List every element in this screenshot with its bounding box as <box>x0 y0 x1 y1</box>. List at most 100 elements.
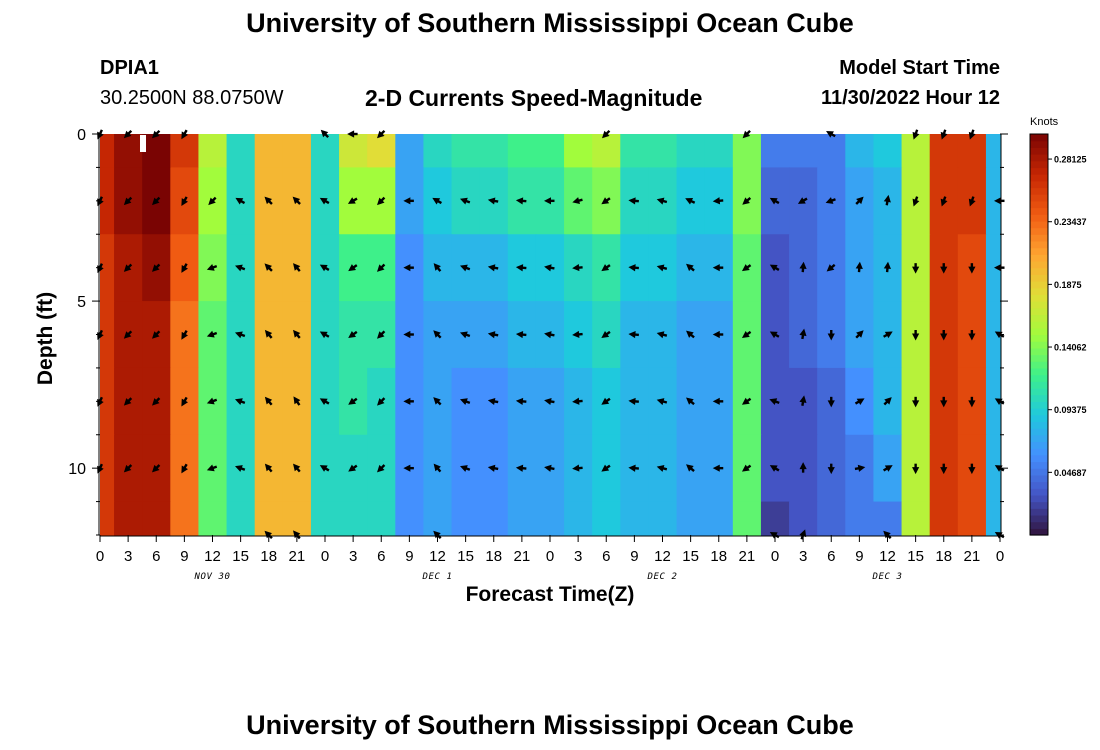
colorbar-segment <box>1030 501 1048 509</box>
current-arrow <box>319 264 330 272</box>
current-arrow-head <box>656 331 665 339</box>
current-arrow <box>319 197 330 205</box>
current-arrow <box>403 197 414 205</box>
current-arrow <box>544 331 555 339</box>
x-tick-label: 3 <box>574 548 582 565</box>
current-arrow-head <box>433 263 441 271</box>
colorbar-segment <box>1030 174 1048 182</box>
page-title: University of Southern Mississippi Ocean… <box>246 8 854 38</box>
heatmap-cell <box>100 234 115 302</box>
current-arrow <box>572 464 583 472</box>
current-arrow-head <box>769 197 778 205</box>
current-arrow <box>459 264 471 272</box>
current-arrow <box>825 197 836 204</box>
current-arrow-head <box>403 197 411 205</box>
current-arrow <box>827 330 835 341</box>
current-arrow-head <box>459 264 468 272</box>
current-arrow <box>433 397 442 406</box>
current-arrow-head <box>855 261 863 269</box>
current-arrow <box>319 331 330 339</box>
current-arrow <box>712 197 724 205</box>
current-arrow-head <box>742 130 751 139</box>
current-arrow-head <box>628 397 636 406</box>
colorbar-segment <box>1030 187 1048 195</box>
heatmap-cell <box>226 134 256 169</box>
chart-heading: 2-D Currents Speed-Magnitude <box>365 85 703 111</box>
current-arrow <box>181 129 188 140</box>
current-arrow-head <box>712 397 720 405</box>
current-arrow-head <box>601 330 610 338</box>
current-arrow <box>712 464 724 472</box>
current-arrow <box>826 263 836 272</box>
heatmap-cell <box>648 134 678 169</box>
current-arrow-head <box>264 329 273 338</box>
current-arrow <box>686 464 695 472</box>
colorbar-tick-label: 0.09375 <box>1054 405 1087 415</box>
current-arrow-head <box>994 197 1001 205</box>
current-arrow-head <box>347 130 355 138</box>
current-arrow-head <box>827 400 835 408</box>
current-arrow <box>487 397 499 406</box>
current-arrow-head <box>152 130 160 139</box>
current-arrow-head <box>912 467 920 475</box>
current-arrow-head <box>572 464 580 472</box>
current-arrow-head <box>799 462 807 470</box>
current-arrow-head <box>601 197 610 205</box>
current-arrow-head <box>968 198 976 207</box>
current-arrow-head <box>544 464 552 472</box>
current-arrow-head <box>544 264 552 272</box>
current-arrow-head <box>234 465 243 472</box>
current-arrow <box>459 465 471 472</box>
current-arrow <box>544 397 555 406</box>
current-arrow <box>827 396 835 408</box>
heatmap-cell <box>254 134 284 169</box>
current-arrow <box>348 397 358 405</box>
current-arrow <box>152 397 161 406</box>
heatmap-cell <box>732 501 762 536</box>
current-arrow <box>403 330 414 339</box>
colorbar-segment <box>1030 267 1048 275</box>
current-arrow <box>264 263 273 272</box>
current-arrow <box>152 263 161 272</box>
current-arrow <box>656 464 668 472</box>
current-arrow-head <box>940 400 948 408</box>
current-arrow <box>206 263 218 271</box>
colorbar-title: Knots <box>1030 116 1059 128</box>
heatmap-cell <box>395 134 425 169</box>
current-arrow <box>320 129 330 139</box>
heatmap-cell <box>198 501 228 536</box>
current-arrow <box>264 396 273 406</box>
heatmap-cell <box>339 501 368 536</box>
colorbar-segment <box>1030 294 1048 302</box>
current-arrow-head <box>181 331 188 340</box>
current-arrow <box>912 396 920 408</box>
colorbar-segment <box>1030 254 1048 262</box>
current-arrow-head <box>884 465 893 472</box>
colorbar-tick-label: 0.23437 <box>1054 217 1087 227</box>
heatmap-cell <box>592 134 621 169</box>
model-start-label: Model Start Time <box>839 57 1000 79</box>
current-arrow-head <box>459 197 468 205</box>
current-arrow <box>152 464 161 473</box>
current-arrow <box>855 330 864 339</box>
current-arrow <box>181 396 188 407</box>
current-arrow-head <box>123 331 132 339</box>
current-arrow <box>181 330 188 340</box>
colorbar-segment <box>1030 421 1048 429</box>
current-arrow <box>656 331 668 339</box>
current-arrow-head <box>403 397 411 405</box>
current-arrow-head <box>515 331 524 339</box>
current-arrow-head <box>712 464 720 472</box>
current-arrow-head <box>319 264 328 272</box>
x-tick-label: 9 <box>855 548 863 565</box>
date-label: DEC 1 <box>421 572 452 582</box>
current-arrow-head <box>769 398 778 406</box>
current-arrow-head <box>234 331 243 339</box>
current-arrow <box>515 397 527 406</box>
heatmap-cell <box>100 434 115 503</box>
current-arrow <box>572 397 583 405</box>
heatmap-cell <box>704 134 734 169</box>
y-axis-label: Depth (ft) <box>34 292 57 385</box>
x-tick-label: 3 <box>799 548 807 565</box>
current-arrow <box>656 264 668 272</box>
